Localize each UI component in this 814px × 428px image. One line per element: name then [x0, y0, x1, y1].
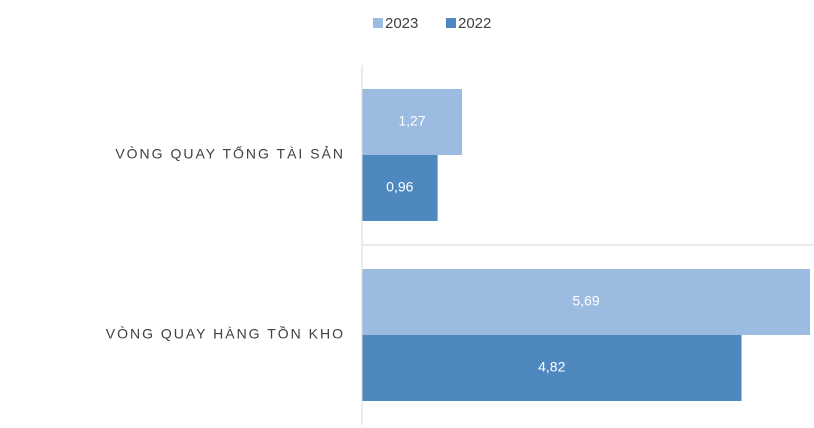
value-label: 0,96: [386, 179, 413, 195]
value-label: 1,27: [398, 113, 425, 129]
bar: [362, 269, 810, 335]
bar: [362, 89, 462, 155]
bar: [362, 335, 742, 401]
legend-label: 2023: [385, 15, 418, 32]
value-label: 4,82: [538, 359, 565, 375]
category-label: VÒNG QUAY HÀNG TỒN KHO: [106, 325, 345, 342]
legend-swatch: [446, 18, 456, 28]
legend-label: 2022: [458, 15, 491, 32]
value-label: 5,69: [572, 293, 599, 309]
legend-swatch: [373, 18, 383, 28]
category-label: VÒNG QUAY TỔNG TÀI SẢN: [115, 145, 345, 162]
bar: [362, 155, 438, 221]
